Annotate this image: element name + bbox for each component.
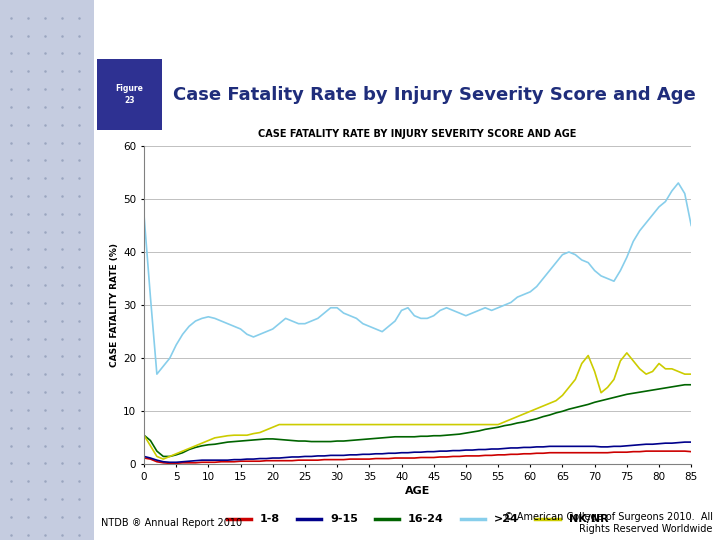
X-axis label: AGE: AGE bbox=[405, 486, 431, 496]
Title: CASE FATALITY RATE BY INJURY SEVERITY SCORE AND AGE: CASE FATALITY RATE BY INJURY SEVERITY SC… bbox=[258, 130, 577, 139]
Text: Figure
23: Figure 23 bbox=[116, 84, 143, 105]
Text: Case Fatality Rate by Injury Severity Score and Age: Case Fatality Rate by Injury Severity Sc… bbox=[173, 85, 696, 104]
Legend: 1-8, 9-15, 16-24, >24, NK/NR: 1-8, 9-15, 16-24, >24, NK/NR bbox=[222, 510, 613, 529]
Text: © American College of Surgeons 2010.  All
Rights Reserved Worldwide: © American College of Surgeons 2010. All… bbox=[504, 512, 713, 534]
Text: NTDB ® Annual Report 2010: NTDB ® Annual Report 2010 bbox=[101, 518, 242, 528]
Y-axis label: CASE FATALITY RATE (%): CASE FATALITY RATE (%) bbox=[110, 243, 119, 367]
